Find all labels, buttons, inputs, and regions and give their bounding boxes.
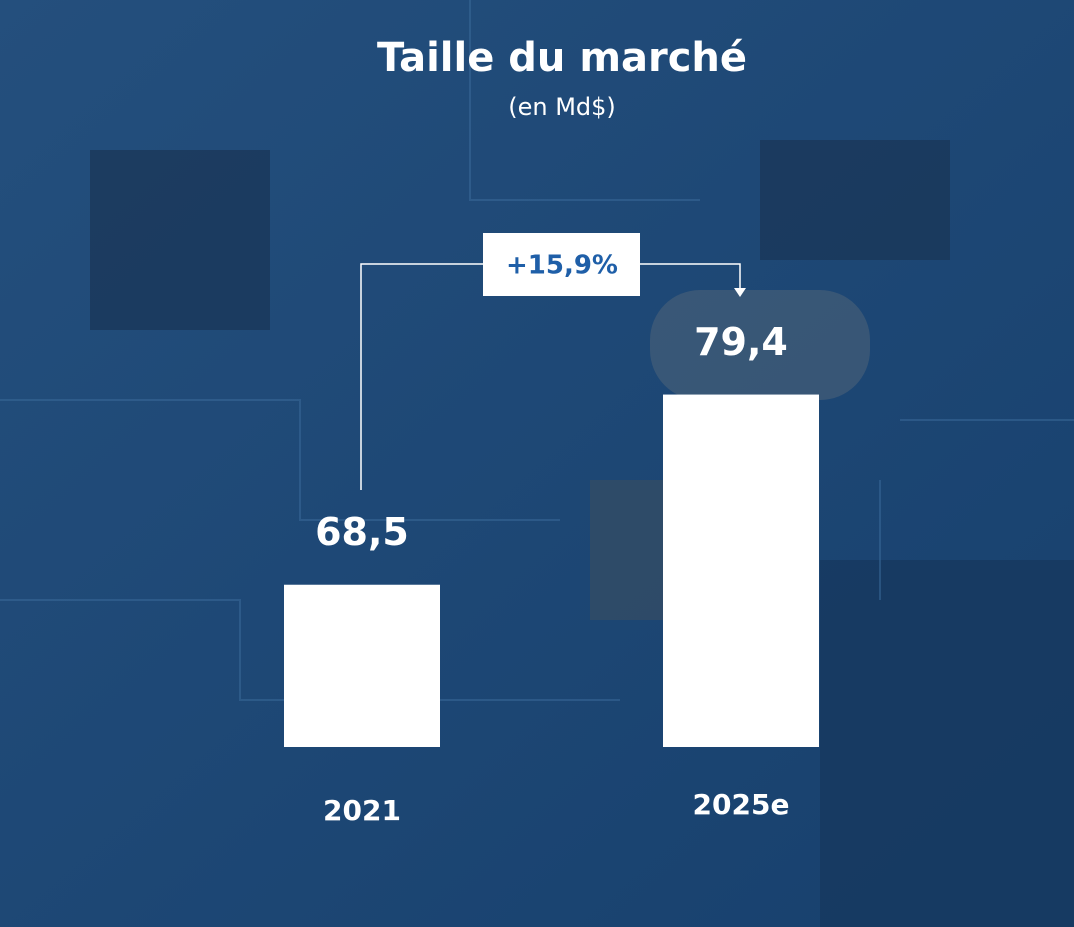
bar (663, 395, 819, 747)
x-tick-label: 2025e (693, 788, 790, 821)
background (0, 0, 1074, 927)
bar (284, 585, 440, 747)
value-label: 68,5 (315, 510, 409, 554)
chart-title: Taille du marché (377, 35, 747, 81)
growth-label: +15,9% (506, 251, 618, 281)
page: {"chart_data": {"type": "bar", "title": … (0, 0, 1074, 927)
chart: Taille du marché (en Md$) +15,9% 68,5 202… (0, 0, 1074, 927)
chart-subtitle: (en Md$) (508, 93, 616, 121)
x-tick-label: 2021 (323, 794, 401, 827)
value-label: 79,4 (694, 320, 788, 364)
